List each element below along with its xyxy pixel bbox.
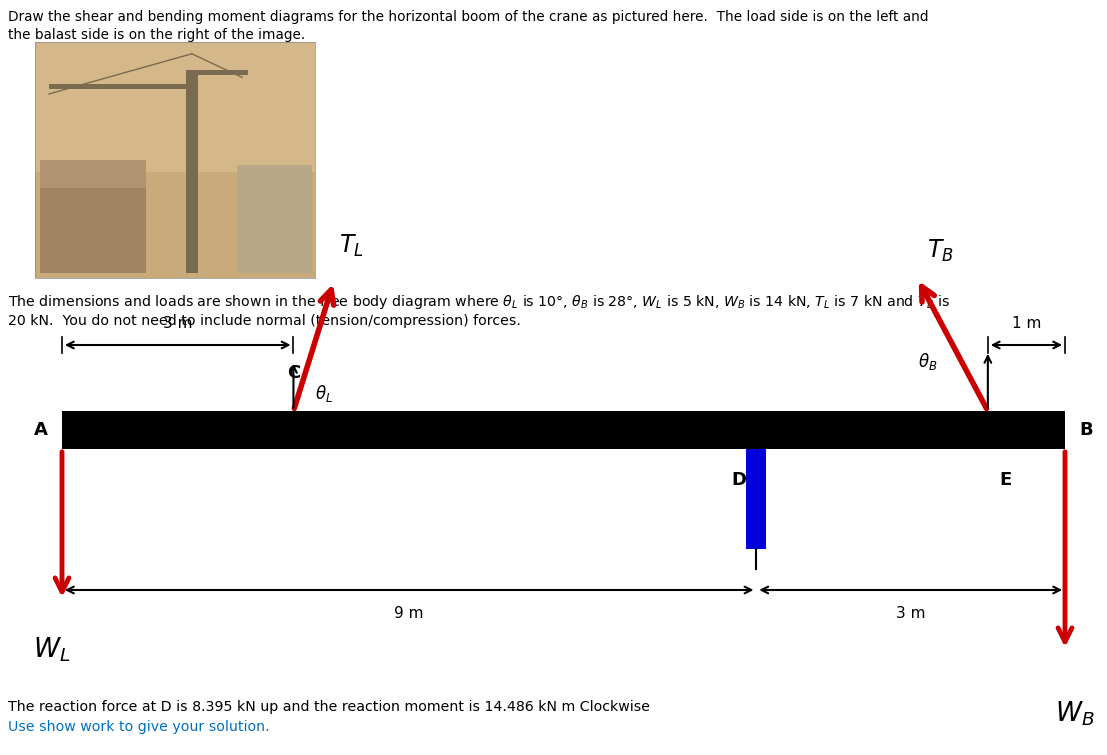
Text: Draw the shear and bending moment diagrams for the horizontal boom of the crane : Draw the shear and bending moment diagra… — [8, 10, 929, 24]
Text: 3 m: 3 m — [896, 606, 925, 621]
Bar — [35, 42, 315, 172]
Text: $T_B$: $T_B$ — [928, 237, 954, 263]
Text: The dimensions and loads are shown in the free body diagram where $\theta_L$ is : The dimensions and loads are shown in th… — [8, 293, 951, 311]
Bar — [40, 188, 146, 273]
Bar — [40, 160, 146, 273]
Bar — [35, 42, 315, 278]
Text: the balast side is on the right of the image.: the balast side is on the right of the i… — [8, 28, 306, 42]
Text: Use show work to give your solution.: Use show work to give your solution. — [8, 720, 270, 734]
Text: 1 m: 1 m — [1012, 316, 1041, 331]
Text: $W_B$: $W_B$ — [1055, 700, 1095, 729]
Text: $W_L$: $W_L$ — [33, 635, 71, 664]
Text: D: D — [731, 471, 746, 489]
Text: $\theta_B$: $\theta_B$ — [918, 351, 938, 372]
Text: B: B — [1079, 421, 1093, 439]
Text: 3 m: 3 m — [163, 316, 193, 331]
Text: A: A — [34, 421, 48, 439]
Bar — [746, 449, 766, 549]
Text: E: E — [1000, 471, 1012, 489]
Bar — [35, 42, 315, 278]
Text: The reaction force at D is 8.395 kN up and the reaction moment is 14.486 kN m Cl: The reaction force at D is 8.395 kN up a… — [8, 700, 650, 714]
Bar — [62, 411, 1065, 449]
Bar — [186, 70, 198, 273]
Text: C: C — [287, 364, 300, 382]
Text: 20 kN.  You do not need to include normal (tension/compression) forces.: 20 kN. You do not need to include normal… — [8, 314, 521, 328]
Bar — [49, 85, 192, 90]
Text: 9 m: 9 m — [394, 606, 424, 621]
Bar — [237, 165, 312, 273]
Text: $T_L$: $T_L$ — [339, 233, 363, 259]
Text: $\theta_L$: $\theta_L$ — [315, 383, 333, 404]
Bar — [198, 70, 248, 76]
